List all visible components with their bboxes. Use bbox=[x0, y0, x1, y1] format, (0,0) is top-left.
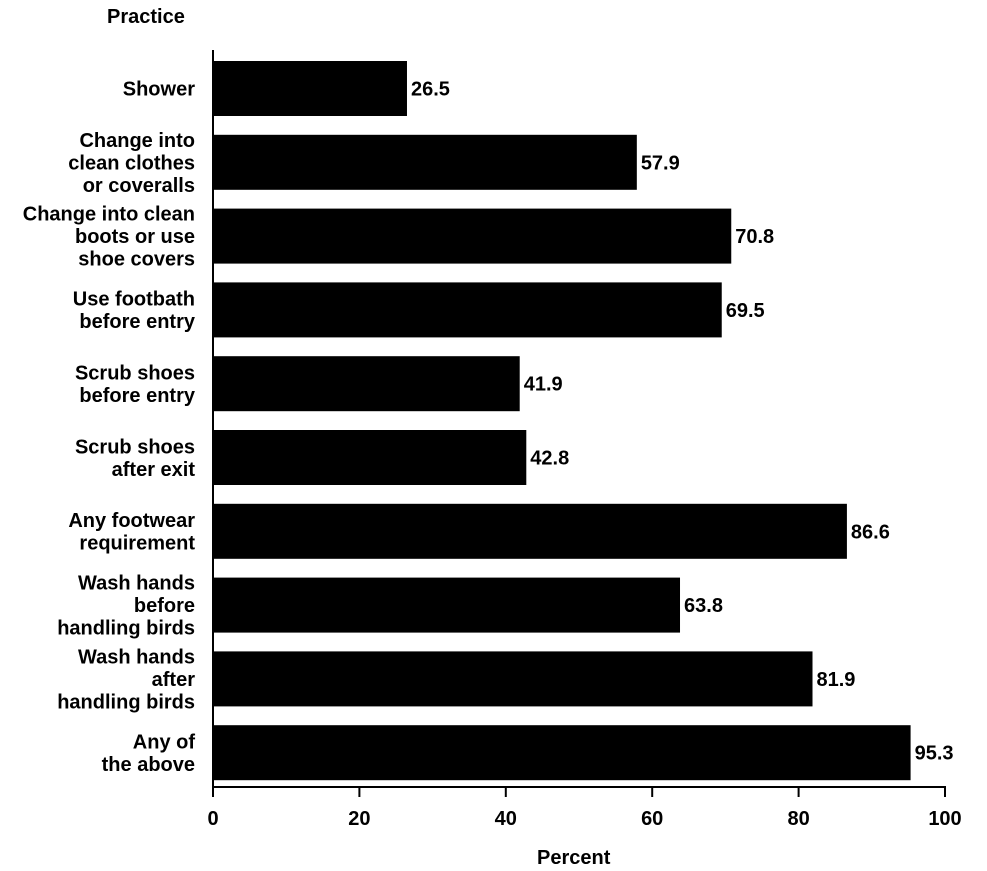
bar bbox=[213, 577, 681, 633]
y-axis-title: Practice bbox=[107, 6, 185, 28]
bar bbox=[213, 282, 722, 338]
bar-value-label: 57.9 bbox=[641, 152, 680, 174]
x-tick-label: 40 bbox=[495, 808, 517, 830]
category-label: Wash hands after handling birds bbox=[57, 646, 195, 713]
x-tick-label: 100 bbox=[928, 808, 961, 830]
bar bbox=[213, 61, 407, 116]
x-tick-label: 80 bbox=[787, 808, 809, 830]
bar bbox=[213, 134, 637, 190]
bar bbox=[213, 503, 847, 559]
category-label: Shower bbox=[123, 79, 195, 101]
category-label: Scrub shoes before entry bbox=[75, 362, 196, 407]
bar-value-label: 86.6 bbox=[851, 521, 890, 543]
bar-value-label: 41.9 bbox=[524, 374, 563, 396]
x-axis-title: Percent bbox=[537, 847, 611, 869]
category-label: Wash hands before handling birds bbox=[57, 573, 195, 640]
bar-value-label: 42.8 bbox=[530, 448, 569, 470]
bar-value-label: 95.3 bbox=[915, 743, 954, 765]
category-label: Any of the above bbox=[102, 731, 196, 776]
bar-value-label: 81.9 bbox=[817, 669, 856, 691]
category-label: Change into clean clothes or coveralls bbox=[68, 130, 195, 197]
category-label: Scrub shoes after exit bbox=[75, 436, 195, 481]
bar-value-label: 26.5 bbox=[411, 79, 450, 101]
bar bbox=[213, 208, 732, 264]
category-label: Any footwear requirement bbox=[68, 510, 195, 555]
bar-value-label: 69.5 bbox=[726, 300, 765, 322]
bar bbox=[213, 651, 813, 707]
category-label: Use footbath before entry bbox=[73, 289, 196, 334]
bar bbox=[213, 430, 527, 485]
bar bbox=[213, 725, 911, 781]
x-tick-label: 0 bbox=[207, 808, 218, 830]
bar-value-label: 63.8 bbox=[684, 595, 723, 617]
x-tick-label: 60 bbox=[641, 808, 663, 830]
bar bbox=[213, 356, 520, 412]
x-tick-label: 20 bbox=[348, 808, 370, 830]
bar-value-label: 70.8 bbox=[735, 226, 774, 248]
category-label: Change into clean boots or use shoe covers bbox=[23, 204, 195, 271]
